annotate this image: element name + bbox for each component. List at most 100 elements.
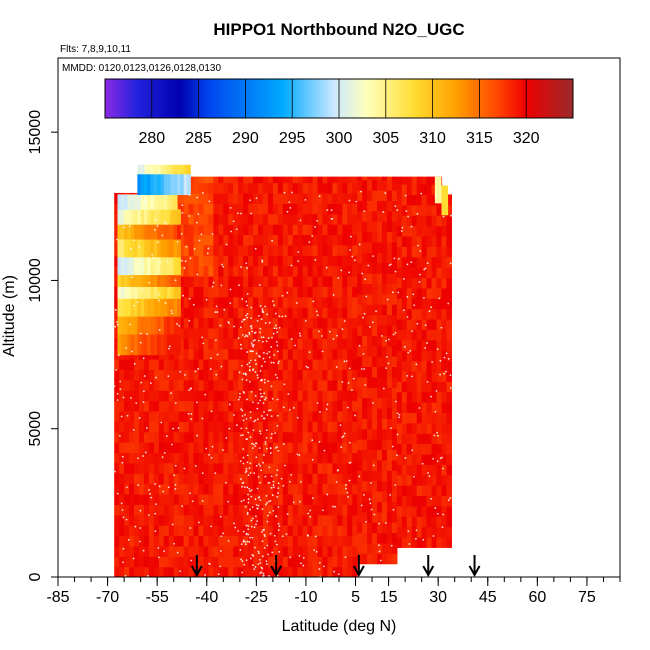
sample-point bbox=[178, 324, 181, 327]
heat-cell bbox=[312, 421, 319, 433]
heat-cell bbox=[267, 203, 274, 215]
heat-cell bbox=[114, 535, 120, 547]
heat-cell bbox=[332, 234, 338, 246]
sample-point bbox=[255, 352, 258, 355]
heat-cell bbox=[267, 359, 274, 370]
heat-cell bbox=[223, 566, 229, 577]
heat-cell bbox=[138, 504, 145, 516]
heat-cell bbox=[282, 421, 289, 433]
heat-cell bbox=[253, 400, 259, 412]
heat-cell bbox=[213, 244, 219, 256]
heat-cell bbox=[431, 433, 438, 445]
heat-cell bbox=[117, 286, 122, 299]
heat-cell bbox=[163, 316, 168, 335]
heat-cell bbox=[411, 412, 418, 424]
heat-cell bbox=[153, 173, 158, 196]
heat-cell bbox=[233, 379, 239, 391]
heat-cell bbox=[140, 316, 145, 335]
heat-cell bbox=[302, 400, 309, 412]
heat-cell bbox=[327, 390, 333, 402]
sample-point bbox=[268, 409, 270, 412]
heat-cell bbox=[292, 400, 299, 412]
heat-cell bbox=[377, 470, 383, 482]
heat-cell bbox=[213, 566, 219, 577]
heat-cell bbox=[203, 473, 210, 485]
heat-cell bbox=[208, 338, 214, 350]
heat-cell bbox=[193, 390, 200, 402]
heat-cell bbox=[258, 203, 264, 215]
heat-cell bbox=[218, 203, 224, 215]
heat-cell bbox=[198, 390, 205, 402]
heat-cell bbox=[223, 493, 229, 505]
heat-cell bbox=[426, 516, 433, 528]
heat-cell bbox=[272, 307, 279, 319]
sample-point bbox=[247, 474, 250, 477]
heat-cell bbox=[297, 234, 304, 246]
heat-cell bbox=[322, 473, 329, 485]
sample-point bbox=[259, 331, 261, 334]
sample-point bbox=[413, 304, 416, 307]
heat-cell bbox=[267, 255, 274, 267]
heat-cell bbox=[446, 422, 452, 434]
heat-cell bbox=[272, 525, 279, 537]
sample-point bbox=[261, 395, 264, 398]
heat-cell bbox=[238, 192, 244, 204]
sample-point bbox=[390, 544, 393, 547]
heat-cell bbox=[277, 286, 284, 298]
sample-point bbox=[168, 347, 170, 350]
heat-cell bbox=[262, 244, 269, 256]
heat-cell bbox=[137, 333, 142, 356]
sample-point bbox=[423, 268, 426, 271]
heat-cell bbox=[167, 173, 171, 196]
sample-point bbox=[192, 303, 195, 306]
heat-cell bbox=[411, 329, 418, 341]
heat-cell bbox=[143, 224, 148, 240]
sample-point bbox=[251, 564, 254, 567]
heat-cell bbox=[401, 485, 408, 497]
heat-cell bbox=[193, 203, 200, 215]
sample-point bbox=[250, 212, 253, 215]
heat-cell bbox=[188, 275, 195, 287]
heat-cell bbox=[258, 421, 264, 433]
heat-cell bbox=[441, 185, 449, 216]
heat-cell bbox=[163, 473, 170, 485]
heat-cell bbox=[312, 483, 319, 495]
heat-cell bbox=[117, 194, 122, 210]
sample-point bbox=[439, 373, 441, 376]
heat-cell bbox=[213, 514, 219, 526]
heat-cell bbox=[332, 369, 338, 381]
heat-cell bbox=[411, 225, 418, 237]
heat-cell bbox=[327, 556, 333, 568]
heat-cell bbox=[248, 566, 254, 577]
heat-cell bbox=[426, 536, 433, 548]
heat-cell bbox=[119, 473, 125, 485]
x-tick-label: -25 bbox=[245, 589, 268, 606]
sample-point bbox=[415, 363, 418, 366]
heat-cell bbox=[248, 275, 254, 287]
heat-cell bbox=[441, 422, 448, 434]
heat-cell bbox=[277, 442, 284, 454]
sample-point bbox=[120, 502, 123, 505]
heat-cell bbox=[352, 410, 358, 422]
heat-cell bbox=[381, 231, 388, 243]
heat-cell bbox=[208, 327, 214, 339]
heat-cell bbox=[436, 516, 443, 528]
heat-cell bbox=[233, 265, 239, 277]
heat-cell bbox=[124, 452, 130, 464]
heat-cell bbox=[372, 490, 378, 502]
sample-point bbox=[122, 396, 125, 399]
sample-point bbox=[140, 381, 143, 384]
sample-point bbox=[242, 448, 245, 450]
heat-cell bbox=[243, 442, 249, 454]
heat-cell bbox=[396, 215, 403, 227]
heat-cell bbox=[317, 379, 324, 391]
heat-cell bbox=[372, 314, 378, 326]
sample-point bbox=[142, 390, 145, 393]
heat-cell bbox=[396, 267, 403, 279]
sample-point bbox=[398, 413, 401, 416]
sample-point bbox=[143, 375, 146, 377]
heat-cell bbox=[163, 462, 170, 474]
sample-point bbox=[430, 395, 432, 398]
heat-cell bbox=[367, 283, 373, 295]
heat-cell bbox=[282, 255, 289, 267]
